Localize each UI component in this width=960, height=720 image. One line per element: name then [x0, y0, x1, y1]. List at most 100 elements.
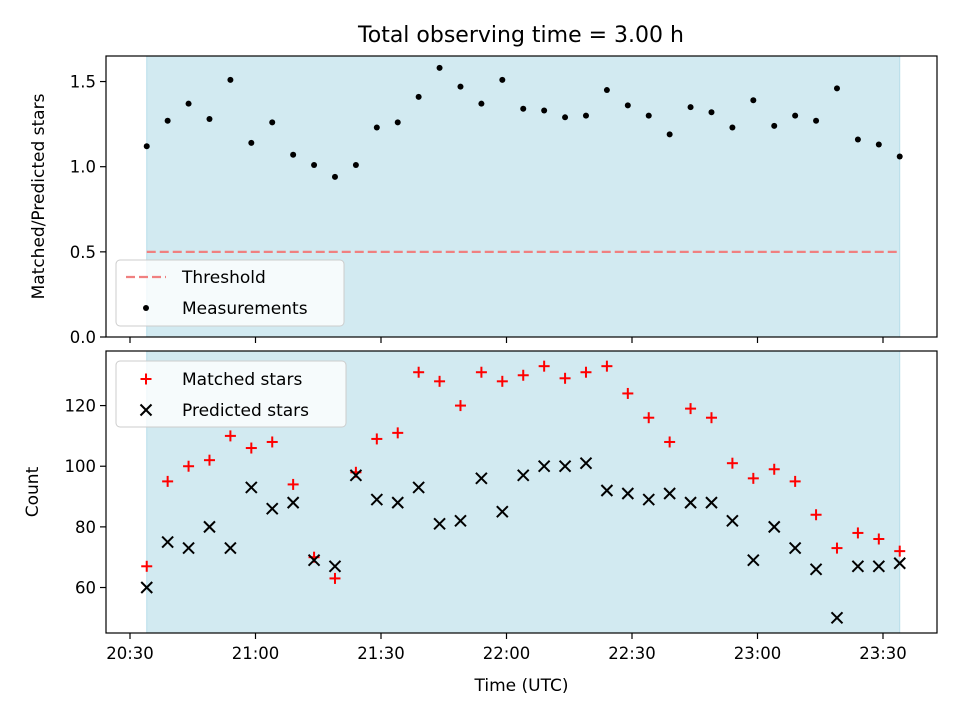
predicted-star-point [203, 520, 216, 534]
measurement-point [687, 104, 694, 111]
predicted-star-point [726, 514, 739, 528]
predicted-star-point [328, 560, 342, 573]
predicted-legend-swatch [139, 403, 153, 417]
x-tick-label: 21:30 [357, 644, 405, 663]
measurement-point [499, 76, 506, 83]
predicted-star-point [872, 560, 886, 573]
predicted-star-point [893, 557, 906, 570]
predicted-star-point [747, 554, 760, 567]
matched-star-point [517, 369, 529, 381]
matched-star-point [601, 360, 613, 372]
y-tick-label: 0.5 [70, 243, 96, 262]
matched-star-point [580, 366, 592, 378]
predicted-star-point [600, 484, 614, 497]
matched-star-point [224, 430, 236, 442]
predicted-star-point [621, 487, 635, 500]
count-x-ticks: 20:30 21:00 21:30 22:00 22:30 23:00 23:30 [106, 633, 907, 663]
measurement-point [645, 112, 652, 119]
predicted-star-point [349, 469, 363, 482]
measurement-point [436, 64, 443, 71]
y-tick-label: 100 [65, 457, 97, 476]
matched-star-point [726, 457, 738, 469]
predicted-legend-marker [139, 403, 153, 417]
measurement-point [269, 119, 276, 126]
predicted-star-point [245, 481, 258, 494]
ratio-legend-box [115, 259, 345, 327]
predicted-star-point [370, 493, 384, 506]
measurement-point [248, 139, 255, 146]
matched-star-point [203, 454, 215, 466]
matched-star-point [768, 463, 780, 475]
matched-star-point [852, 527, 864, 539]
ratio-legend: Threshold Measurements [115, 259, 345, 327]
predicted-star-point [788, 541, 802, 555]
matched-star-point [559, 372, 571, 384]
matched-legend-marker [140, 373, 152, 385]
measurement-point [373, 124, 380, 131]
matched-star-point [747, 472, 759, 484]
predicted-star-point [161, 535, 174, 549]
measurement-point [227, 76, 234, 83]
matched-star-point [245, 442, 257, 454]
count-y-axis-label: Count [23, 466, 43, 517]
x-tick-label: 23:30 [859, 644, 907, 663]
x-tick-label: 23:00 [734, 644, 782, 663]
matched-star-point [162, 475, 174, 487]
matched-star-point [475, 366, 487, 378]
y-tick-label: 80 [75, 518, 96, 537]
ratio-y-ticks: 0.0 0.5 1.0 1.5 [70, 73, 106, 347]
ratio-y-axis-label: Matched/Predicted stars [29, 93, 49, 299]
count-legend-box [115, 360, 347, 428]
x-tick-label: 22:00 [483, 644, 531, 663]
measurement-point [729, 124, 736, 131]
ratio-panel-frame [105, 55, 938, 338]
matched-legend-label: Matched stars [182, 370, 302, 390]
predicted-star-point [517, 469, 530, 482]
measurement-point [666, 131, 673, 138]
predicted-star-point [475, 472, 488, 485]
measurement-point [875, 141, 882, 148]
matched-stars-points [141, 360, 906, 584]
measurement-point [311, 161, 318, 168]
predicted-star-point [663, 487, 676, 500]
measurement-point [813, 117, 820, 124]
y-tick-label: 1.0 [70, 158, 96, 177]
matched-star-point [894, 545, 906, 557]
measurement-point [792, 112, 799, 119]
predicted-star-point [412, 481, 425, 494]
predicted-star-point [307, 554, 321, 567]
predicted-star-point [433, 517, 446, 531]
predicted-star-point [851, 560, 865, 573]
matched-star-point [141, 560, 153, 572]
ratio-panel: 0.0 0.5 1.0 1.5 Matched/Predicted stars Thr… [29, 55, 938, 347]
predicted-legend-label: Predicted stars [182, 401, 309, 421]
measurement-point [896, 153, 903, 160]
matched-star-point [685, 403, 697, 415]
threshold-legend-label: Threshold [181, 268, 266, 288]
predicted-star-point [684, 496, 697, 509]
matched-star-point [329, 572, 341, 584]
predicted-star-point [579, 456, 593, 470]
x-tick-label: 22:30 [608, 644, 656, 663]
measurement-point [624, 102, 631, 109]
figure-title: Total observing time = 3.00 h [357, 23, 684, 48]
matched-star-point [266, 436, 278, 448]
measurement-point [771, 122, 778, 129]
measurement-point [206, 116, 213, 123]
measurement-point [331, 173, 338, 180]
matched-star-point [392, 427, 404, 439]
measurement-point [520, 105, 527, 112]
measurement-point [185, 100, 192, 107]
matched-star-point [413, 366, 425, 378]
matched-star-point [810, 509, 822, 521]
matched-star-point [538, 360, 550, 372]
measurement-point [415, 93, 422, 100]
measurement-point [582, 112, 589, 119]
predicted-star-point [286, 496, 300, 509]
count-panel: 60 80 100 120 20:30 21:00 21:30 22:00 22:30 23:0… [23, 350, 938, 696]
matched-star-point [434, 375, 446, 387]
matched-star-point [454, 400, 466, 412]
matched-star-point [664, 436, 676, 448]
matched-star-point [789, 475, 801, 487]
